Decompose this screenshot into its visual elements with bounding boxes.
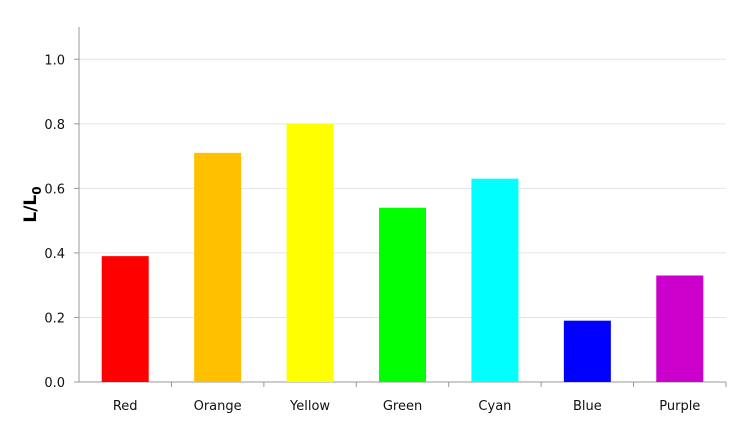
y-tick-label: 1.0	[44, 53, 65, 68]
grid-lines	[79, 58, 726, 318]
bar-red	[101, 256, 149, 382]
y-axis-label-main: L/L	[21, 195, 41, 223]
x-tick-label-red: Red	[113, 399, 138, 414]
x-tick-labels: Red Orange Yellow Green Cyan Blue Purple	[113, 399, 700, 414]
y-tick-label: 0.2	[44, 311, 65, 326]
bar-blue	[563, 320, 611, 382]
bar-purple	[656, 275, 704, 382]
y-tick-labels: 0.0 0.2 0.4 0.6 0.8 1.0	[44, 53, 65, 391]
x-tick-label-blue: Blue	[573, 399, 602, 414]
bar-orange	[194, 152, 242, 382]
x-tick-label-cyan: Cyan	[478, 399, 511, 414]
bar-cyan	[471, 178, 519, 382]
y-tick-label: 0.8	[44, 118, 65, 133]
y-tick-label: 0.0	[44, 376, 65, 391]
y-axis-label-subscript: 0	[30, 186, 44, 194]
y-tick-label: 0.4	[44, 247, 65, 262]
x-tick-label-green: Green	[383, 399, 422, 414]
bar-green	[379, 207, 426, 382]
y-axis-label: L/L0	[21, 186, 44, 222]
y-tick-label: 0.6	[44, 182, 65, 197]
x-tick-label-orange: Orange	[194, 399, 242, 414]
x-tick-label-yellow: Yellow	[289, 399, 330, 414]
bar-yellow	[286, 123, 334, 383]
x-tick-label-purple: Purple	[659, 399, 700, 414]
bars	[101, 123, 704, 383]
